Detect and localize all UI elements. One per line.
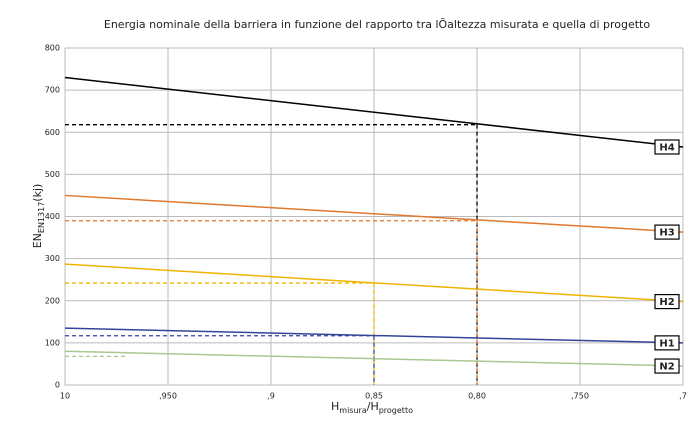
x-tick-label: ,7 xyxy=(679,392,687,401)
y-tick-label: 200 xyxy=(45,296,60,305)
x-label-sub: misura xyxy=(339,406,367,415)
x-tick-label: ,950 xyxy=(159,392,177,401)
series-label: H3 xyxy=(659,228,674,239)
y-tick-label: 0 xyxy=(55,381,60,390)
y-tick-label: 500 xyxy=(45,170,60,179)
series-line xyxy=(64,263,684,303)
series-line xyxy=(64,76,684,148)
x-tick-label: 0,80 xyxy=(468,392,486,401)
x-tick-label: ,9 xyxy=(267,392,275,401)
x-tick-label: ,750 xyxy=(571,392,589,401)
series-label: H1 xyxy=(659,338,674,349)
series-label: H2 xyxy=(659,297,674,308)
x-label-main: H xyxy=(331,400,339,413)
y-label-sub: EN1317 xyxy=(37,202,46,233)
y-tick-label: 400 xyxy=(45,212,60,221)
x-tick-label: 0,85 xyxy=(365,392,383,401)
y-tick-label: 100 xyxy=(45,338,60,347)
series-label: N2 xyxy=(659,362,674,373)
series-label: H4 xyxy=(659,142,674,153)
x-label-sub2: progetto xyxy=(379,406,413,415)
y-label-main: EN xyxy=(31,233,44,248)
series-label-box xyxy=(654,358,680,374)
series-label-box xyxy=(654,224,680,240)
y-tick-label: 600 xyxy=(45,128,60,137)
series-label-box xyxy=(654,139,680,155)
series-label-box xyxy=(654,293,680,310)
series-label-box xyxy=(654,335,680,351)
y-label-unit: (kj) xyxy=(31,184,44,202)
y-tick-label: 700 xyxy=(45,86,60,95)
chart-title: Energia nominale della barriera in funzi… xyxy=(104,18,650,31)
y-tick-label: 300 xyxy=(45,254,60,263)
y-axis-label: ENEN1317(kj) xyxy=(31,184,46,249)
y-tick-label: 800 xyxy=(45,44,60,53)
x-tick-label: 10 xyxy=(60,392,70,401)
series-line xyxy=(64,350,684,367)
series-line xyxy=(64,194,684,233)
series-line xyxy=(64,327,684,344)
x-label-main2: /H xyxy=(367,400,379,413)
x-axis-label: Hmisura/Hprogetto xyxy=(331,400,413,415)
